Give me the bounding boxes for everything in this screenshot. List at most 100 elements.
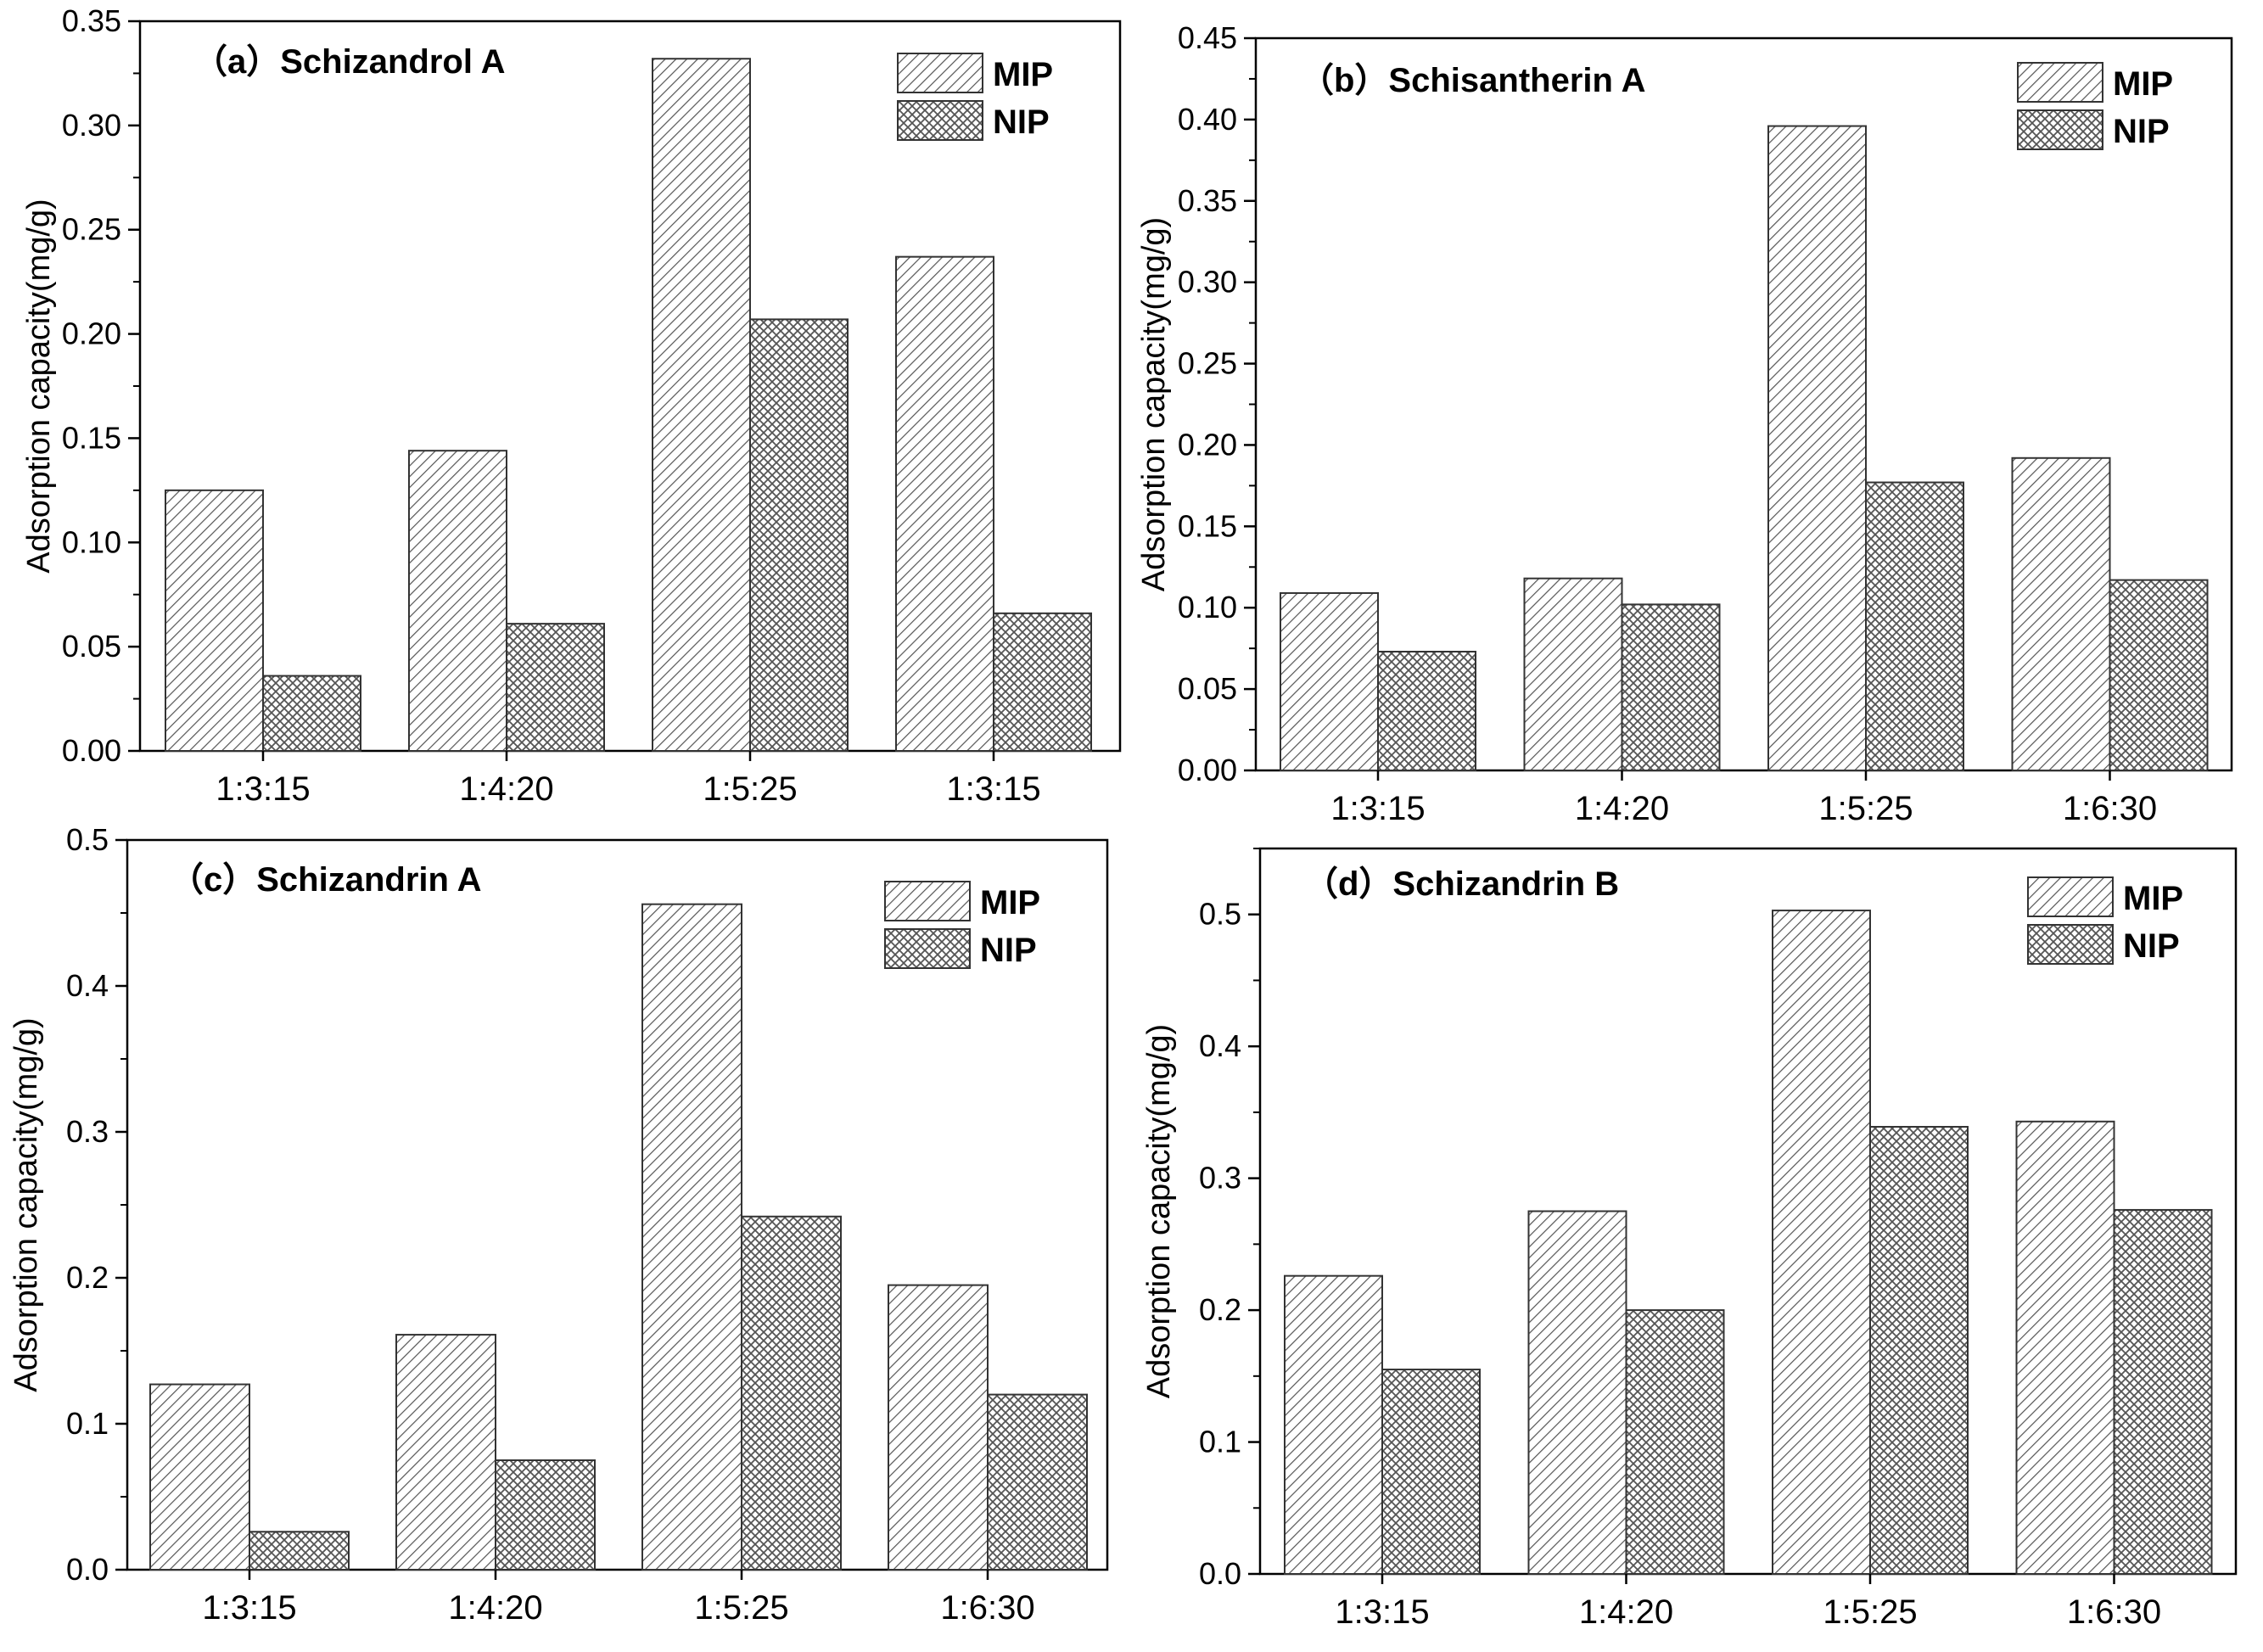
legend: MIP NIP: [2017, 62, 2173, 150]
legend: MIP NIP: [897, 53, 1053, 141]
legend: MIP NIP: [884, 881, 1040, 969]
bar-nip-2: [495, 1459, 596, 1571]
panel-a: 0.00 0.05 0.10 0.15 0.20 0.25 0.30 0.35 Adsorpti…: [21, 3, 1122, 808]
bar-mip-1: [1280, 591, 1379, 771]
y-axis-title: Adsorption capacity(mg/g): [1136, 217, 1172, 591]
legend-label-nip: NIP: [2113, 113, 2170, 150]
y-tick-label: 0.1: [1199, 1425, 1241, 1459]
y-tick-label: 0.00: [62, 733, 121, 768]
bar-nip-2: [506, 623, 605, 752]
y-tick-label: 0.1: [66, 1406, 109, 1441]
bar-mip-4: [895, 255, 994, 752]
x-category-label: 1:3:15: [202, 1589, 296, 1627]
x-category-label: 1:4:20: [1579, 1593, 1673, 1631]
x-category-label: 1:3:15: [216, 770, 310, 808]
x-category-label: 1:4:20: [448, 1589, 542, 1627]
bar-mip-1: [149, 1383, 250, 1571]
legend-swatch-nip: [2017, 109, 2103, 150]
y-tick-label: 0.10: [1178, 590, 1237, 624]
y-tick-label: 0.40: [1178, 102, 1237, 137]
x-category-label: 1:5:25: [1823, 1593, 1917, 1631]
y-tick-label: 0.5: [1199, 897, 1241, 932]
y-tick-label: 0.30: [62, 108, 121, 143]
bar-nip-2: [1621, 603, 1721, 771]
legend-label-nip: NIP: [2123, 927, 2180, 965]
y-tick-label: 0.0: [1199, 1556, 1241, 1591]
bar-nip-3: [1865, 481, 1964, 771]
legend-label-mip: MIP: [2123, 880, 2183, 917]
panel-c: 0.0 0.1 0.2 0.3 0.4 0.5 Adsorption capacity(mg…: [8, 822, 1109, 1627]
legend-swatch-mip: [2027, 876, 2114, 917]
bar-nip-3: [741, 1215, 842, 1571]
y-tick-label: 0.20: [1178, 427, 1237, 462]
y-tick-label: 0.25: [62, 212, 121, 247]
y-tick-label: 0.35: [62, 3, 121, 38]
legend: MIP NIP: [2027, 876, 2183, 965]
y-tick-label: 0.2: [1199, 1292, 1241, 1327]
x-category-label: 1:6:30: [940, 1589, 1034, 1627]
y-tick-label: 0.2: [66, 1260, 109, 1295]
y-tick-label: 0.3: [66, 1114, 109, 1149]
legend-swatch-nip: [2027, 924, 2114, 965]
bar-nip-3: [1869, 1126, 1969, 1575]
bar-nip-3: [749, 318, 849, 752]
bar-mip-1: [1284, 1274, 1383, 1575]
bar-nip-2: [1625, 1309, 1725, 1576]
y-tick-label: 0.10: [62, 524, 121, 559]
x-category-label: 1:6:30: [2067, 1593, 2161, 1631]
bar-mip-2: [395, 1334, 496, 1571]
bar-mip-4: [2011, 456, 2111, 772]
y-tick-label: 0.4: [1199, 1028, 1241, 1063]
x-category-label: 1:3:15: [1335, 1593, 1429, 1631]
y-axis-title: Adsorption capacity(mg/g): [21, 199, 57, 573]
panel-title: （d）Schizandrin B: [1304, 865, 1619, 903]
bar-nip-1: [1377, 651, 1476, 771]
bar-nip-4: [2113, 1208, 2213, 1575]
bar-nip-4: [993, 612, 1092, 752]
x-category-label: 1:5:25: [694, 1589, 788, 1627]
panel-title: （b）Schisantherin A: [1300, 62, 1645, 99]
bar-nip-4: [2109, 579, 2209, 771]
y-tick-label: 0.35: [1178, 183, 1237, 218]
bar-nip-1: [1381, 1369, 1481, 1575]
bar-mip-3: [1772, 910, 1871, 1575]
y-tick-label: 0.25: [1178, 346, 1237, 381]
legend-label-mip: MIP: [980, 884, 1040, 921]
legend-swatch-mip: [897, 53, 983, 93]
y-tick-label: 0.5: [66, 822, 109, 857]
x-category-label: 1:5:25: [703, 770, 797, 808]
legend-swatch-nip: [884, 928, 971, 969]
y-tick-label: 0.00: [1178, 753, 1237, 787]
legend-swatch-mip: [2017, 62, 2103, 103]
y-tick-label: 0.05: [62, 629, 121, 664]
bar-nip-4: [987, 1393, 1088, 1571]
y-tick-label: 0.30: [1178, 265, 1237, 300]
x-category-label: 1:4:20: [459, 770, 553, 808]
legend-label-nip: NIP: [980, 932, 1037, 969]
bar-mip-4: [888, 1284, 989, 1571]
x-category-label: 1:3:15: [946, 770, 1040, 808]
plot-frame: [1258, 847, 2238, 1576]
bar-mip-2: [1523, 577, 1623, 771]
y-tick-label: 0.15: [62, 420, 121, 455]
bar-nip-1: [249, 1531, 350, 1571]
bar-mip-3: [1767, 125, 1867, 771]
y-tick-label: 0.05: [1178, 671, 1237, 706]
y-tick-label: 0.15: [1178, 508, 1237, 543]
bar-mip-4: [2015, 1120, 2115, 1575]
legend-label-nip: NIP: [993, 104, 1050, 141]
y-tick-label: 0.4: [66, 968, 109, 1003]
y-tick-label: 0.0: [66, 1552, 109, 1587]
y-axis-title: Adsorption capacity(mg/g): [8, 1017, 44, 1392]
panel-title: （a）Schizandrol A: [193, 43, 505, 81]
bar-mip-1: [165, 489, 264, 752]
x-category-label: 1:6:30: [2063, 790, 2157, 827]
legend-swatch-mip: [884, 881, 971, 921]
legend-label-mip: MIP: [993, 56, 1053, 93]
y-axis-title: Adsorption capacity(mg/g): [1141, 1024, 1177, 1398]
bar-mip-3: [652, 58, 751, 752]
y-tick-label: 0.45: [1178, 20, 1237, 55]
panel-b: 0.00 0.05 0.10 0.15 0.20 0.25 0.30 0.35 0.40 0.45…: [1136, 20, 2233, 827]
bar-mip-2: [408, 450, 507, 753]
